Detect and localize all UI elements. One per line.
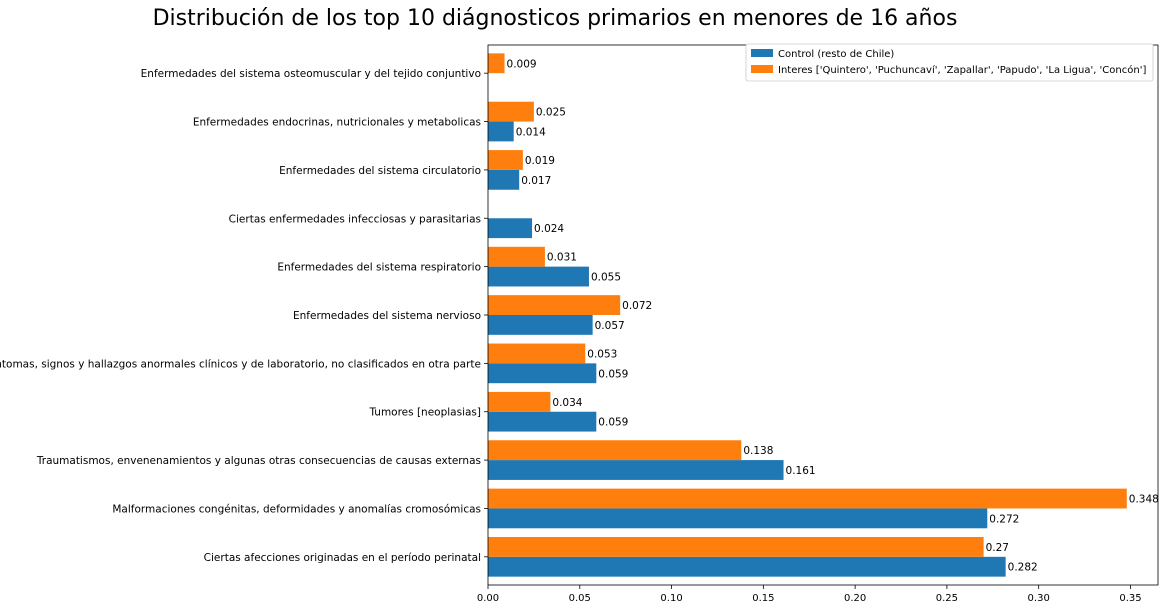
bar-control: [488, 411, 597, 432]
bar-control: [488, 315, 593, 335]
data-label: 0.031: [547, 252, 577, 264]
x-tick-label: 0.30: [1028, 593, 1050, 604]
category-label: Enfermedades del sistema nervioso: [293, 310, 481, 322]
bar-control: [488, 169, 520, 190]
legend-box: [745, 43, 1154, 82]
bar-interes: [488, 343, 586, 364]
bar-interes: [488, 391, 551, 412]
data-label: 0.161: [786, 465, 816, 477]
x-tick-label: 0.10: [660, 593, 682, 604]
bar-control: [488, 218, 533, 239]
bar-control: [488, 460, 784, 480]
category-label: Ciertas afecciones originadas en el perí…: [204, 552, 481, 564]
data-label: 0.034: [552, 397, 582, 409]
category-label: Malformaciones congénitas, deformidades …: [112, 503, 481, 515]
bar-interes: [488, 101, 534, 122]
bars-group: 0.282 0.27 0.272 0.348 0.161 0.138 0.059 0.034 0…: [488, 53, 1159, 577]
category-labels: Ciertas afecciones originadas en el perí…: [0, 68, 488, 564]
legend: Control (resto de Chile) Interes ['Quint…: [745, 43, 1154, 82]
bar-control: [488, 121, 514, 142]
bar-interes: [488, 440, 742, 461]
legend-label-control: Control (resto de Chile): [778, 49, 894, 60]
bar-control: [488, 508, 988, 529]
data-label: 0.057: [595, 320, 625, 332]
category-label: Enfermedades del sistema respiratorio: [277, 262, 481, 274]
bar-interes: [488, 150, 523, 170]
data-label: 0.272: [989, 513, 1019, 525]
data-label: 0.055: [591, 272, 621, 284]
data-label: 0.009: [507, 58, 537, 70]
data-label: 0.348: [1129, 494, 1159, 506]
data-label: 0.138: [743, 445, 773, 457]
category-label: Enfermedades del sistema circulatorio: [279, 165, 481, 177]
x-tick-label: 0.25: [936, 593, 958, 604]
bar-interes: [488, 53, 505, 74]
category-label: Enfermedades endocrinas, nutricionales y…: [193, 117, 481, 129]
x-tick-label: 0.05: [569, 593, 591, 604]
data-label: 0.059: [598, 417, 628, 429]
bar-interes: [488, 488, 1127, 509]
bar-interes: [488, 295, 621, 315]
data-label: 0.024: [534, 223, 564, 235]
data-label: 0.025: [536, 107, 566, 119]
category-label: Traumatismos, envenenamientos y algunas …: [36, 455, 481, 467]
category-label: Síntomas, signos y hallazgos anormales c…: [0, 358, 481, 370]
x-tick-label: 0.15: [752, 593, 774, 604]
bar-control: [488, 266, 589, 287]
category-label: Ciertas enfermedades infecciosas y paras…: [229, 213, 481, 225]
legend-label-interes: Interes ['Quintero', 'Puchuncaví', 'Zapa…: [778, 64, 1146, 76]
data-label: 0.072: [622, 300, 652, 312]
data-label: 0.282: [1008, 562, 1038, 574]
category-label: Enfermedades del sistema osteomuscular y…: [141, 68, 481, 80]
category-label: Tumores [neoplasias]: [368, 407, 481, 419]
data-label: 0.27: [986, 542, 1009, 554]
data-label: 0.019: [525, 155, 555, 167]
data-label: 0.014: [516, 126, 546, 138]
data-label: 0.053: [587, 348, 617, 360]
bar-interes: [488, 536, 984, 557]
bar-control: [488, 363, 597, 384]
chart-title: Distribución de los top 10 diágnosticos …: [153, 6, 958, 31]
data-label: 0.017: [521, 175, 551, 187]
bar-control: [488, 556, 1006, 577]
x-tick-label: 0.20: [844, 593, 866, 604]
x-axis-ticks: 0.00 0.05 0.10 0.15 0.20 0.25 0.30 0.35: [477, 585, 1142, 604]
data-label: 0.059: [598, 368, 628, 380]
bar-interes: [488, 246, 545, 267]
x-tick-label: 0.35: [1119, 593, 1141, 604]
x-tick-label: 0.00: [477, 593, 499, 604]
legend-swatch-interes: [751, 65, 773, 73]
legend-swatch-control: [751, 49, 773, 57]
